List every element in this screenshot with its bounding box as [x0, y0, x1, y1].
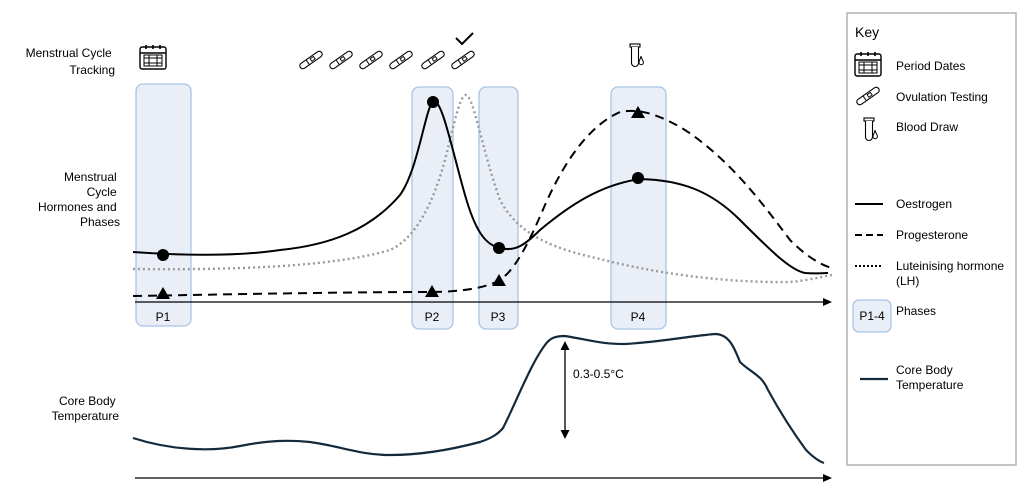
ovulation-test-icon — [358, 49, 384, 71]
oestrogen-marker — [427, 96, 439, 108]
legend-label-progesterone: Progesterone — [896, 228, 968, 242]
temperature-rise-arrowhead-up — [560, 341, 570, 350]
hormones-row-label: Menstrual Cycle Hormones and Phases — [38, 170, 120, 229]
temperature-rise-label: 0.3-0.5°C — [573, 367, 624, 381]
blood-tube-icon — [629, 43, 644, 68]
legend-swatch-phases — [852, 299, 892, 333]
legend-label-ovulation-testing: Ovulation Testing — [896, 90, 988, 104]
legend-label-lh-line: Luteinising hormone — [896, 259, 1004, 273]
oestrogen-marker — [632, 172, 644, 184]
legend-label-period-dates: Period Dates — [896, 59, 965, 73]
phase-box-p2 — [411, 86, 454, 330]
hormones-row-label-line: Hormones and — [38, 200, 117, 214]
progesterone-marker — [492, 274, 506, 286]
oestrogen-curve — [132, 100, 829, 275]
ovulation-test-icon — [388, 49, 414, 71]
phase-label-p4: P4 — [631, 310, 646, 324]
legend: Key Period Dates Ovulation Testing Blood… — [846, 12, 1017, 466]
hormone-axis-arrowhead — [823, 298, 832, 306]
phase-box-p4 — [610, 86, 667, 330]
temperature-row-label-line: Core Body — [59, 394, 116, 408]
temperature-rise-arrowhead-down — [560, 430, 570, 439]
phase-label-p3: P3 — [491, 310, 506, 324]
phase-box-p3 — [478, 86, 519, 330]
temperature-row-label: Core Body Temperature — [52, 394, 120, 423]
legend-swatch-phases-text: P1-4 — [859, 309, 885, 323]
phase-label-p1: P1 — [156, 310, 171, 324]
oestrogen-marker — [493, 242, 505, 254]
progesterone-curve — [132, 109, 833, 297]
hormones-row-label-line: Menstrual — [64, 170, 117, 184]
progesterone-marker — [631, 106, 645, 118]
hormones-row-label-line: Cycle — [87, 185, 117, 199]
legend-label-temperature-line: Core Body — [896, 363, 953, 377]
legend-title: Key — [855, 24, 879, 40]
temperature-row-label-line: Temperature — [52, 409, 120, 423]
legend-label-lh: Luteinising hormone (LH) — [896, 259, 1007, 288]
phase-label-p2: P2 — [425, 310, 440, 324]
temperature-axis-arrowhead — [823, 474, 832, 482]
legend-label-temperature: Core Body Temperature — [896, 363, 964, 392]
ovulation-test-icon — [420, 49, 446, 71]
legend-label-blood-draw: Blood Draw — [896, 120, 958, 134]
lh-curve — [132, 93, 833, 284]
legend-label-temperature-line: Temperature — [896, 378, 964, 392]
progesterone-marker — [156, 287, 170, 299]
calendar-icon — [854, 51, 882, 77]
tracking-row-label: Menstrual Cycle Tracking — [26, 46, 115, 77]
legend-label-phases: Phases — [896, 304, 936, 318]
tracking-row-label-line: Menstrual Cycle — [26, 46, 112, 60]
ovulation-test-icon — [328, 49, 354, 71]
progesterone-marker — [425, 285, 439, 297]
ovulation-test-icon — [450, 49, 476, 71]
hormones-row-label-line: Phases — [80, 215, 120, 229]
ovulation-test-icon — [298, 49, 324, 71]
legend-label-lh-line: (LH) — [896, 274, 919, 288]
oestrogen-marker — [157, 249, 169, 261]
calendar-icon — [139, 44, 167, 70]
tracking-row-label-line: Tracking — [69, 63, 115, 77]
legend-label-oestrogen: Oestrogen — [896, 197, 952, 211]
checkmark-icon — [455, 32, 474, 46]
phase-box-p1 — [135, 83, 192, 327]
temperature-curve — [132, 332, 825, 465]
